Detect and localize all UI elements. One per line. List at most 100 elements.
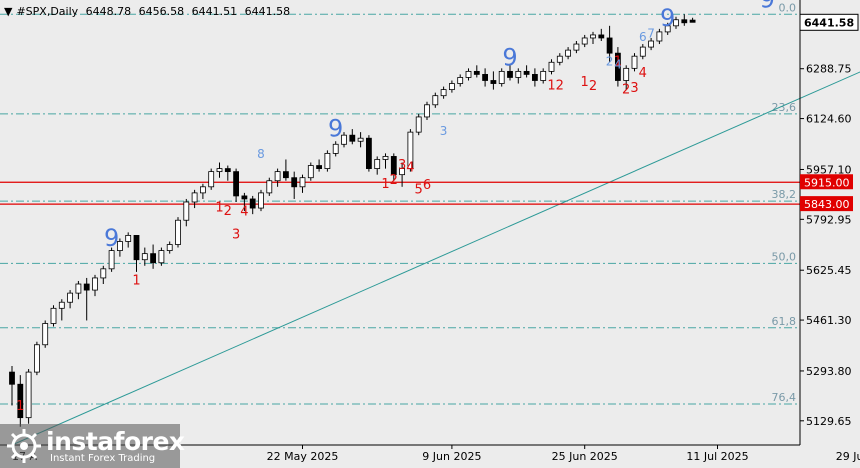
time-tick-label: 22 May 2025 [267,450,339,463]
level-price-label: 5915.00 [804,176,850,189]
candle [133,235,140,272]
sequential-count-red: 2 [556,79,564,94]
candle [648,37,654,51]
candle-body-up [117,241,123,251]
candle-body-up [141,253,148,261]
time-tick-label: 29 Jul 2025 [836,450,860,463]
sequential-count-blue: 6 [639,30,647,44]
candle-body-up [498,70,505,84]
candle-body-up [415,116,422,133]
candle-body-up [25,371,32,419]
candle [473,65,480,78]
candle-body-up [125,235,132,242]
candle [357,132,364,148]
candle-body-up [623,67,630,81]
sequential-count-red: 4 [240,205,248,220]
chart-menu-icon[interactable]: ▼ [4,5,13,18]
level-price-badge [800,174,853,190]
candle [266,177,273,196]
candle [282,159,289,181]
sequential-nine-label: 9 [328,115,343,143]
candle-body-up [191,192,198,203]
sequential-count-blue: 4 [614,57,622,71]
candle [548,59,555,75]
candle [108,247,115,272]
price-tick-label: 5625.45 [806,264,852,277]
candle [341,132,347,148]
candle-body-down [133,235,140,261]
time-tick-label: 11 Jul 2025 [686,450,748,463]
candle [465,68,472,81]
candle-body-up [673,19,679,27]
candle [299,174,306,193]
fibonacci-levels: 0.0 23,6 38,2 50,0 61,8 76,4 [0,1,800,405]
candle [407,129,414,172]
candle [573,41,580,54]
candle-body-up [664,25,671,33]
candle [448,80,455,93]
sequential-count-red: 2 [224,204,232,219]
candle-body-up [332,143,339,154]
sequential-counts: 9999911123412345612121234824673 [16,0,775,414]
candle [432,92,439,108]
price-tick-label: 5293.80 [806,365,852,378]
sequential-count-blue: 8 [257,147,265,161]
candle [92,274,98,297]
candle [556,53,563,66]
candle-body-up [407,131,414,169]
candle [216,162,223,178]
candle-body-up [357,137,364,142]
candle [623,65,630,90]
candle [34,341,40,376]
trendline [11,71,860,446]
candle-body-up [556,55,563,63]
sequential-count-blue: 7 [647,26,655,40]
candle-body-down [598,34,605,39]
candle [324,150,331,172]
candle-body-up [448,83,455,91]
time-tick-label: 25 Jun 2025 [552,450,618,463]
brand-tagline: Instant Forex Trading [50,453,156,464]
trendline-layer [11,71,860,446]
plot-area [0,0,800,445]
candle [150,244,157,269]
candle [664,22,671,35]
candle [515,68,522,84]
candle-body-up [382,156,389,160]
fib-level-label: 50,0 [772,250,797,263]
candle-body-up [166,244,173,251]
candle [689,17,696,23]
candle-body-up [67,292,73,303]
candle-body-up [341,134,347,145]
sequential-count-red: 3 [232,227,240,242]
sequential-count-blue: 2 [606,54,614,68]
candle-body-up [581,37,588,45]
candle [565,47,571,60]
candle-body-up [108,250,115,270]
brand-logo-icon [7,429,41,463]
candle-body-up [432,95,439,106]
sequential-count-red: 4 [406,161,414,176]
brand-name: instaforex [46,427,185,456]
sequential-count-red: 1 [381,177,389,192]
candle-body-down [390,156,397,176]
price-tick-label: 6124.60 [806,113,852,126]
candle-body-up [465,70,472,78]
candle [183,198,190,227]
sequential-count-red: 1 [16,399,24,414]
candle-body-up [158,250,165,264]
candle [631,53,638,72]
candle-body-down [9,371,15,385]
candle [291,171,298,199]
candle-body-up [457,77,464,84]
candle-body-down [241,195,248,200]
candle [332,141,339,157]
candle-body-up [258,192,264,209]
candle-body-up [374,159,381,169]
sequential-count-red: 2 [622,82,630,97]
candle [490,71,497,90]
fib-level-label: 23,6 [772,101,797,114]
chart-header: ▼ #SPX,Daily 6448.78 6456.58 6441.51 6441… [4,5,294,18]
